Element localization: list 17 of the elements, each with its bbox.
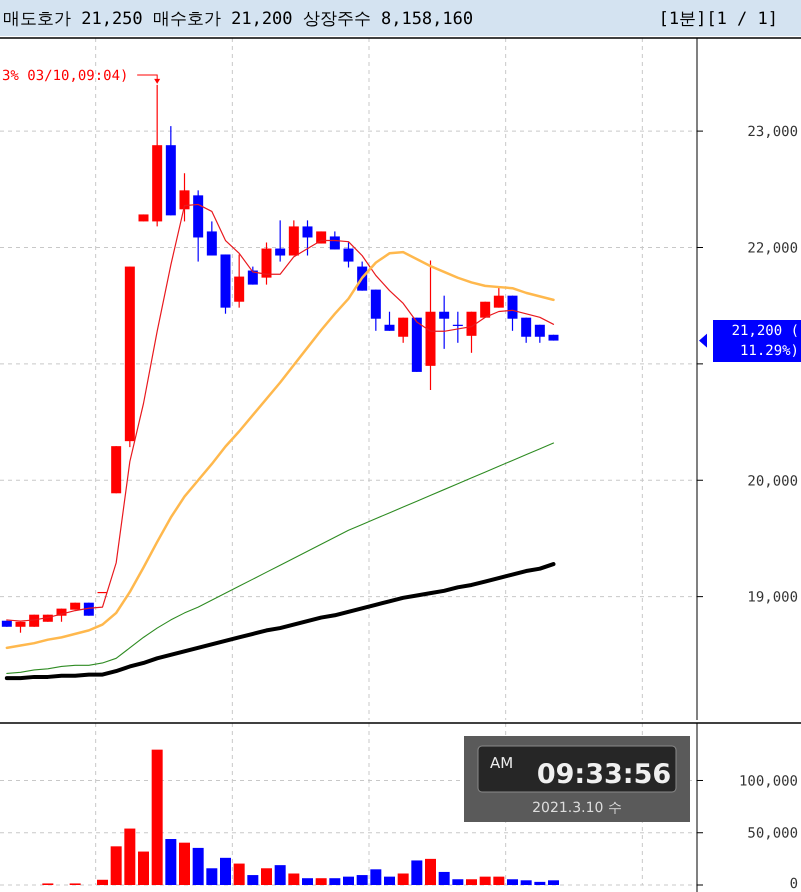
y-tick-label: 0 <box>790 876 798 892</box>
line-series <box>4 562 556 680</box>
annotation: AM <box>490 754 514 772</box>
y-tick-label: 50,000 <box>747 826 798 842</box>
line-series <box>6 442 554 674</box>
y-tick-label: 20,000 <box>747 473 798 490</box>
y-tick-label: 22,000 <box>747 240 798 256</box>
chart-subtitle: [1분][1 / 1] <box>658 9 778 29</box>
annotation: 2021.3.10 수 <box>532 800 622 816</box>
chart-title: 매도호가 21,250 매수호가 21,200 상장주수 8,158,160 <box>3 9 474 29</box>
y-tick-label: 23,000 <box>747 124 798 140</box>
annotation: 09:33:56 <box>536 759 672 790</box>
text: 21,200 ( 11.29%) <box>713 320 801 362</box>
annotation: 3% 03/10,09:04) <box>2 68 128 84</box>
line-series <box>6 250 555 650</box>
y-tick-label: 100,000 <box>738 773 798 790</box>
y-tick-label: 19,000 <box>747 590 798 606</box>
